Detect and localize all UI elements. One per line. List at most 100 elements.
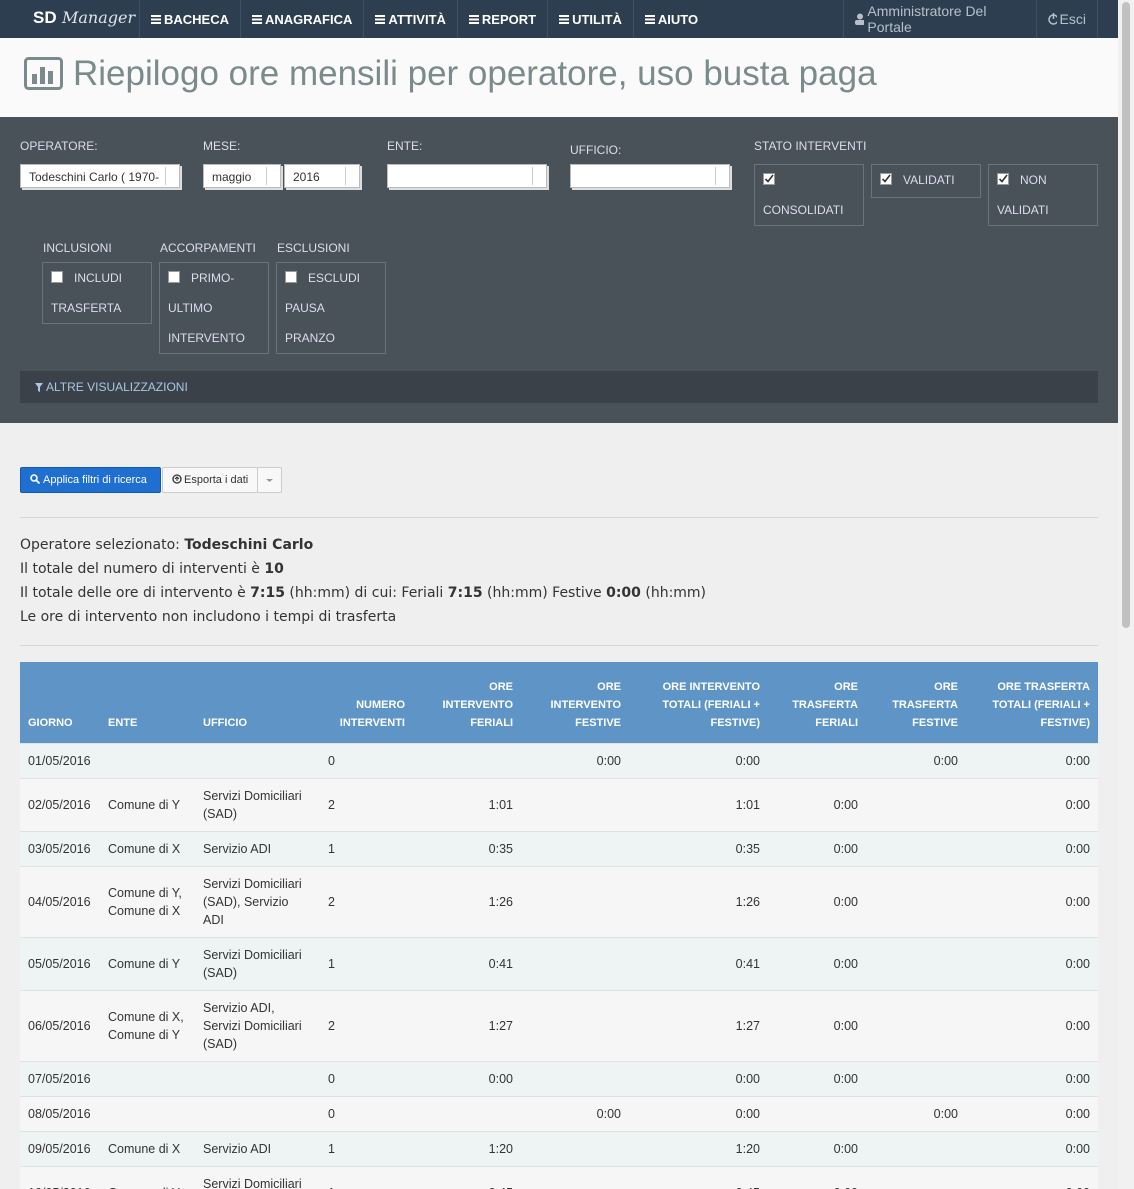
summary-text: (hh:mm) Festive [482,585,607,601]
checkbox[interactable] [168,271,180,283]
select-value: Todeschini Carlo ( 1970- [29,170,160,184]
option-label: PRIMO-ULTIMO INTERVENTO [168,271,245,345]
table-cell: 0:00 [866,743,966,779]
icon [375,15,386,24]
checkbox[interactable] [997,173,1009,185]
table-cell [866,990,966,1062]
table-cell [521,1131,629,1167]
page-title: Riepilogo ore mensili per operatore, uso… [73,54,877,93]
ufficio-select[interactable] [570,164,730,188]
table-cell: 01/05/2016 [20,743,100,779]
menu-item[interactable]: BACHECA [139,0,240,38]
status-option[interactable]: VALIDATI [871,164,981,198]
option-label: CONSOLIDATI [763,203,844,217]
column-header: UFFICIO [195,662,320,744]
table-row: 05/05/2016 Comune di Y Servizi Domiciliari… [20,937,1098,991]
table-cell: 0:00 [966,1166,1098,1189]
group-option[interactable]: INCLUDI TRASFERTA [42,262,152,324]
checkbox[interactable] [763,173,775,185]
menu-label: ATTIVITÀ [388,11,446,27]
column-header: GIORNO [20,662,100,744]
table-cell: 1 [320,1166,413,1189]
menu-label: ANAGRAFICA [265,11,353,27]
table-cell: 0 [320,1096,413,1132]
logout[interactable]: Esci [1036,0,1098,38]
icon [252,15,262,24]
table-cell: 1 [320,937,413,991]
table-cell: 2 [320,866,413,938]
icon [855,13,865,25]
table-cell: Comune di Y [100,937,195,991]
table-cell: Servizio ADI [195,831,320,867]
table-cell [521,1061,629,1097]
table-row: 01/05/2016 0 0:00 0:00 0:00 0:00 [20,743,1098,779]
group-title: INCLUSIONI [43,241,112,255]
status-option[interactable]: CONSOLIDATI [754,164,864,226]
brand[interactable]: SD Manager [0,0,139,38]
filter-label: OPERATORE: [20,139,98,153]
ente-select[interactable] [387,164,547,188]
group-option[interactable]: ESCLUDI PAUSA PRANZO [276,262,386,354]
user-menu[interactable]: Amministratore Del Portale [843,0,1036,38]
menu-item[interactable]: UTILITÀ [547,0,633,38]
table-cell [413,1096,521,1132]
status-option[interactable]: NON VALIDATI [988,164,1098,226]
table-cell [521,990,629,1062]
apply-button[interactable]: Applica filtri di ricerca [20,467,161,493]
checkbox[interactable] [51,271,63,283]
table-cell: 0:00 [966,1061,1098,1097]
year-select[interactable]: 2016 [284,164,360,188]
menu-item[interactable]: AIUTO [632,0,709,38]
table-cell: Comune di X, Comune di Y [100,990,195,1062]
table-cell: Comune di Y [100,1166,195,1189]
option-label: ESCLUDI PAUSA PRANZO [285,271,361,345]
page-header: Riepilogo ore mensili per operatore, uso… [0,38,1118,118]
month-select[interactable]: maggio [203,164,281,188]
more-views-label: ALTRE VISUALIZZAZIONI [46,380,188,394]
table-cell: Comune di X [100,831,195,867]
table-cell: 0:00 [966,866,1098,938]
table-cell: 0:00 [521,1096,629,1132]
checkbox[interactable] [880,173,892,185]
table-cell [195,743,320,779]
more-views[interactable]: ALTRE VISUALIZZAZIONI [20,371,1098,403]
summary-line: Il totale del numero di interventi è 10 [20,557,706,581]
menu-item[interactable]: REPORT [456,0,547,38]
summary-value: 0:00 [606,585,641,601]
table-cell: 0:00 [768,1166,866,1189]
icon [1048,13,1057,25]
scrollbar-thumb[interactable] [1122,2,1130,628]
table-cell [866,1131,966,1167]
menu-item[interactable]: ATTIVITÀ [363,0,457,38]
table-cell: 1:01 [413,778,521,832]
column-header: ORE INTERVENTO FERIALI [413,662,521,744]
table-cell: 08/05/2016 [20,1096,100,1132]
scrollbar[interactable] [1118,0,1134,1189]
menu-label: BACHECA [164,11,229,27]
group-option[interactable]: PRIMO-ULTIMO INTERVENTO [159,262,269,354]
column-header: ORE TRASFERTA FERIALI [768,662,866,744]
table-cell: 1:20 [413,1131,521,1167]
report-table: GIORNO ENTE UFFICIO NUMERO INTERVENTI ORE IN… [20,662,1098,1189]
summary-value: 10 [264,561,284,577]
table-cell: 0:00 [413,1061,521,1097]
export-button[interactable]: Esporta i dati [162,467,258,493]
table-cell: 0:00 [966,831,1098,867]
column-header: ORE TRASFERTA FESTIVE [866,662,966,744]
table-cell [866,866,966,938]
logout-label: Esci [1059,11,1086,27]
menu-item[interactable]: ANAGRAFICA [240,0,363,38]
summary-text: Il totale delle ore di intervento è [20,585,251,601]
table-cell [768,743,866,779]
operatore-select[interactable]: Todeschini Carlo ( 1970- [20,164,180,188]
table-cell: Servizi Domiciliari (SAD), Servizio ADI [195,866,320,938]
table-row: 02/05/2016 Comune di Y Servizi Domiciliari… [20,778,1098,832]
export-dropdown[interactable] [257,467,282,493]
checkbox[interactable] [285,271,297,283]
table-row: 07/05/2016 0 0:00 0:00 0:00 0:00 [20,1061,1098,1097]
table-cell: 0:00 [768,990,866,1062]
separator [20,645,1098,646]
table-cell [768,1096,866,1132]
table-cell: 0 [320,743,413,779]
